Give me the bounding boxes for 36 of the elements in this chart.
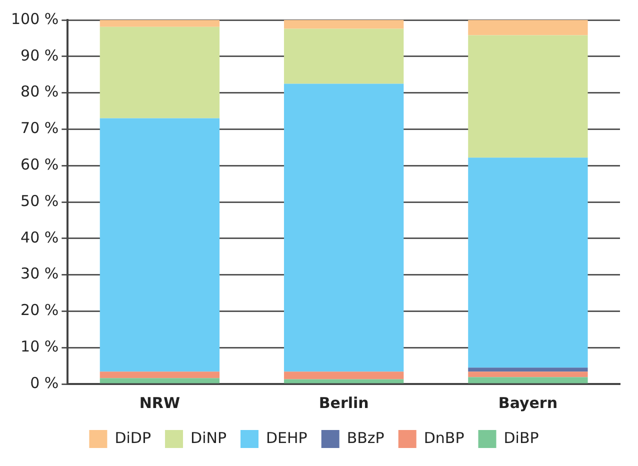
- bar: [468, 158, 588, 368]
- bar: [284, 379, 404, 384]
- y-tick-label: 100 %: [10, 10, 59, 28]
- x-tick-label: Bayern: [498, 394, 558, 412]
- bar: [100, 372, 220, 378]
- bar: [284, 20, 404, 29]
- bar: [468, 368, 588, 372]
- bar: [284, 372, 404, 380]
- legend-label: DiNP: [190, 428, 226, 447]
- bar: [284, 84, 404, 372]
- legend-label: BBzP: [346, 428, 384, 447]
- legend-label: DiDP: [114, 428, 152, 447]
- x-tick-label: NRW: [139, 394, 180, 412]
- y-tick-label: 50 %: [20, 192, 59, 210]
- bar: [468, 372, 588, 378]
- y-tick-label: 10 %: [20, 337, 59, 356]
- y-tick-label: 0 %: [30, 374, 59, 392]
- legend-label: DnBP: [424, 428, 464, 447]
- legend-label: DEHP: [266, 428, 308, 447]
- legend-label: DiBP: [504, 428, 539, 447]
- y-tick-label: 70 %: [20, 119, 59, 138]
- y-tick-label: 60 %: [20, 155, 59, 174]
- y-tick-label: 30 %: [20, 264, 59, 283]
- bar: [100, 26, 220, 118]
- bar: [100, 20, 220, 27]
- bar: [468, 35, 588, 158]
- bar: [100, 118, 220, 372]
- y-tick-label: 80 %: [20, 82, 59, 101]
- bar: [468, 20, 588, 36]
- bar: [100, 378, 220, 384]
- x-tick-label: Berlin: [318, 394, 369, 412]
- y-tick-label: 90 %: [20, 46, 59, 64]
- y-tick-label: 20 %: [20, 301, 59, 320]
- bar: [468, 377, 588, 384]
- bar: [284, 28, 404, 84]
- y-tick-label: 40 %: [20, 228, 59, 246]
